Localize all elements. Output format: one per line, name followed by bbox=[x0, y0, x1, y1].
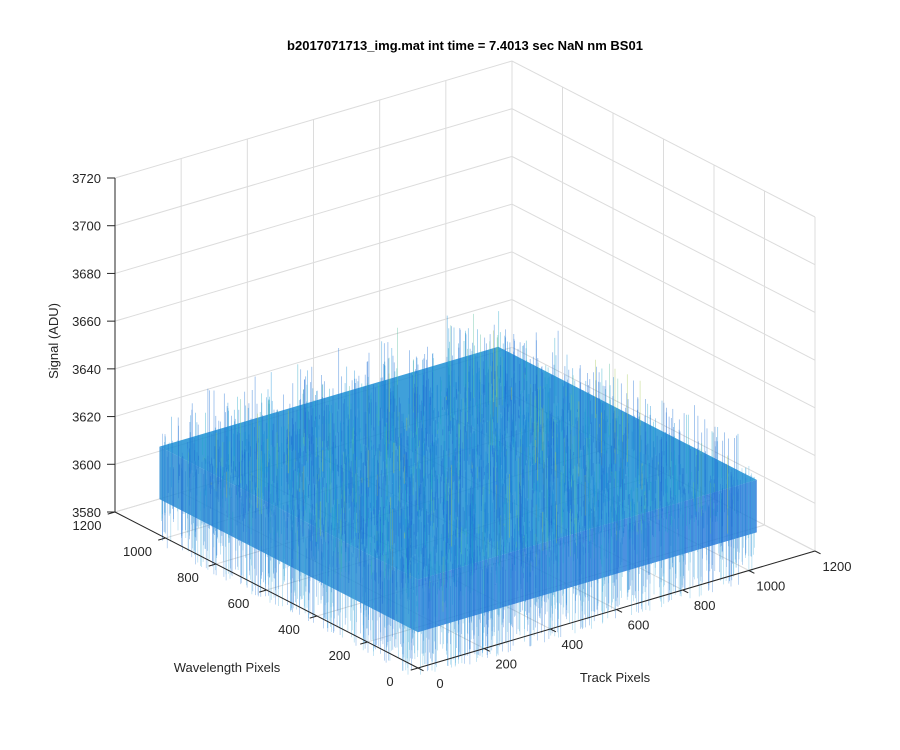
y-tick-mark bbox=[410, 667, 419, 671]
y-tick-mark bbox=[259, 589, 267, 593]
y-tick-label: 1200 bbox=[73, 518, 102, 533]
x-axis-label: Track Pixels bbox=[580, 670, 651, 685]
z-gridline bbox=[114, 203, 816, 361]
x-tick-label: 1000 bbox=[756, 579, 785, 594]
x-tick-mark bbox=[616, 609, 623, 613]
surface bbox=[159, 311, 757, 675]
x-tick-mark bbox=[814, 550, 821, 555]
z-tick-label: 3680 bbox=[72, 266, 101, 281]
z-axis-label: Signal (ADU) bbox=[46, 303, 61, 379]
chart-title: b2017071713_img.mat int time = 7.4013 se… bbox=[287, 38, 643, 53]
z-tick-label: 3660 bbox=[72, 314, 101, 329]
z-tick-label: 3580 bbox=[72, 505, 101, 520]
z-tick-label: 3640 bbox=[72, 362, 101, 377]
x-tick-mark bbox=[682, 589, 689, 594]
z-tick-label: 3700 bbox=[72, 219, 101, 234]
x-tick-label: 0 bbox=[436, 676, 443, 691]
y-tick-mark bbox=[208, 563, 217, 567]
x-tick-mark bbox=[483, 648, 490, 652]
x-tick-label: 800 bbox=[694, 598, 716, 613]
x-tick-label: 400 bbox=[561, 637, 583, 652]
y-axis-label: Wavelength Pixels bbox=[174, 660, 281, 675]
z-tick-label: 3620 bbox=[72, 410, 101, 425]
y-tick-label: 800 bbox=[177, 570, 199, 585]
x-tick-mark bbox=[417, 667, 424, 672]
y-tick-mark bbox=[309, 615, 318, 619]
y-tick-label: 400 bbox=[278, 622, 300, 637]
y-tick-label: 0 bbox=[386, 674, 393, 689]
surface-top bbox=[159, 346, 757, 580]
tick-labels: 0 200 400 600 800 1000 1200 0 200 400 600 800 1000 12… bbox=[72, 171, 851, 691]
z-gridline bbox=[114, 60, 816, 218]
x-tick-label: 200 bbox=[495, 657, 517, 672]
x-tick-mark bbox=[748, 570, 755, 574]
axes bbox=[107, 177, 821, 672]
x-tick-label: 1200 bbox=[823, 559, 852, 574]
x-tick-mark bbox=[550, 628, 557, 633]
z-tick-label: 3600 bbox=[72, 457, 101, 472]
z-gridline bbox=[114, 155, 816, 313]
y-tick-mark bbox=[360, 641, 368, 645]
x-tick-label: 600 bbox=[628, 618, 650, 633]
z-gridline bbox=[114, 108, 816, 266]
y-tick-label: 1000 bbox=[123, 544, 152, 559]
y-tick-mark bbox=[158, 537, 166, 541]
z-tick-label: 3720 bbox=[72, 171, 101, 186]
y-tick-label: 600 bbox=[228, 596, 250, 611]
y-tick-label: 200 bbox=[329, 648, 351, 663]
surface-spikes bbox=[161, 311, 756, 675]
